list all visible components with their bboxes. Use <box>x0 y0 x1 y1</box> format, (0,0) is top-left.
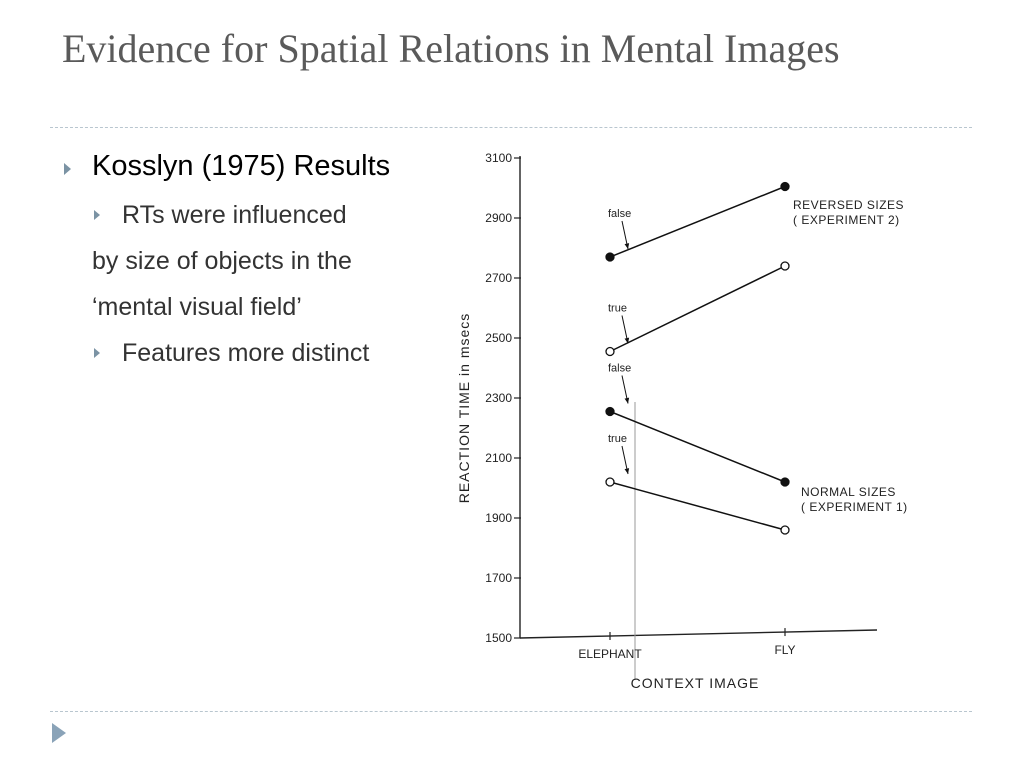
series-label: true <box>608 303 627 315</box>
series-label-arrowhead <box>624 243 630 249</box>
x-axis-line <box>519 629 878 639</box>
bullet-level2: Features more distinct <box>62 330 442 376</box>
annotation-reversed-line2: ( EXPERIMENT 2) <box>793 213 900 227</box>
y-tick-label: 2500 <box>485 331 512 345</box>
y-tick-label: 2100 <box>485 451 512 465</box>
bullet-level2: RTs were influenced <box>62 192 442 238</box>
data-point <box>605 346 615 357</box>
chart-labels: REACTION TIME in msecs CONTEXT IMAGE REV… <box>456 198 908 691</box>
bullet-text: Features more distinct <box>122 339 370 367</box>
bullet-continuation: ‘mental visual field’ <box>62 284 442 330</box>
x-tick-label: ELEPHANT <box>578 647 642 661</box>
bullet-arrow-icon <box>94 348 100 358</box>
x-tick-label: FLY <box>774 643 795 657</box>
y-tick-label: 2300 <box>485 391 512 405</box>
x-axis-label: CONTEXT IMAGE <box>631 675 760 691</box>
series-line <box>609 265 786 353</box>
y-tick-label: 1500 <box>485 631 512 645</box>
slide-title: Evidence for Spatial Relations in Mental… <box>62 26 840 71</box>
data-point <box>780 477 790 487</box>
y-tick-label: 3100 <box>485 151 512 165</box>
y-tick-label: 1900 <box>485 511 512 525</box>
y-axis-label: REACTION TIME in msecs <box>456 313 472 504</box>
chart-axes <box>519 156 878 680</box>
y-tick-label: 2900 <box>485 211 512 225</box>
annotation-normal-line2: ( EXPERIMENT 1) <box>801 500 908 514</box>
bullet-level1: Kosslyn (1975) Results <box>62 146 442 192</box>
series-label: false <box>608 363 631 375</box>
title-divider <box>50 127 972 128</box>
series-label: false <box>608 208 631 220</box>
data-point <box>780 181 790 192</box>
series-line <box>609 481 786 531</box>
series-label: true <box>608 433 627 445</box>
bullet-arrow-icon <box>94 210 100 220</box>
annotation-reversed-line1: REVERSED SIZES <box>793 198 904 212</box>
annotation-normal-line1: NORMAL SIZES <box>801 485 896 499</box>
data-point <box>780 261 790 271</box>
bullet-continuation: by size of objects in the <box>62 238 442 284</box>
series-line <box>609 410 786 483</box>
bullet-text: ‘mental visual field’ <box>92 293 302 321</box>
slide-nav-arrow-icon[interactable] <box>52 723 66 743</box>
series-label-arrowhead <box>624 397 630 404</box>
data-point <box>780 525 790 535</box>
y-tick-label: 1700 <box>485 571 512 585</box>
bullet-text: by size of objects in the <box>92 247 352 275</box>
data-point <box>605 406 615 417</box>
bullet-list: Kosslyn (1975) Results RTs were influenc… <box>62 146 442 376</box>
series-label-arrowhead <box>624 337 630 344</box>
bullet-text: Kosslyn (1975) Results <box>92 150 391 182</box>
data-point <box>605 477 615 487</box>
y-tick-label: 2700 <box>485 271 512 285</box>
bullet-text: RTs were influenced <box>122 201 347 229</box>
chart-series: false true false true <box>605 181 790 535</box>
bullet-arrow-icon <box>64 163 71 175</box>
footer-divider <box>50 711 972 712</box>
data-point <box>605 252 615 262</box>
series-line <box>609 185 786 258</box>
series-label-arrowhead <box>624 468 630 474</box>
reaction-time-chart: 1500 1700 1900 2100 2300 2500 2700 2900 3100 ELEP… <box>456 151 908 691</box>
chart-y-ticks: 1500 1700 1900 2100 2300 2500 2700 2900 3100 ELEP… <box>485 151 795 661</box>
